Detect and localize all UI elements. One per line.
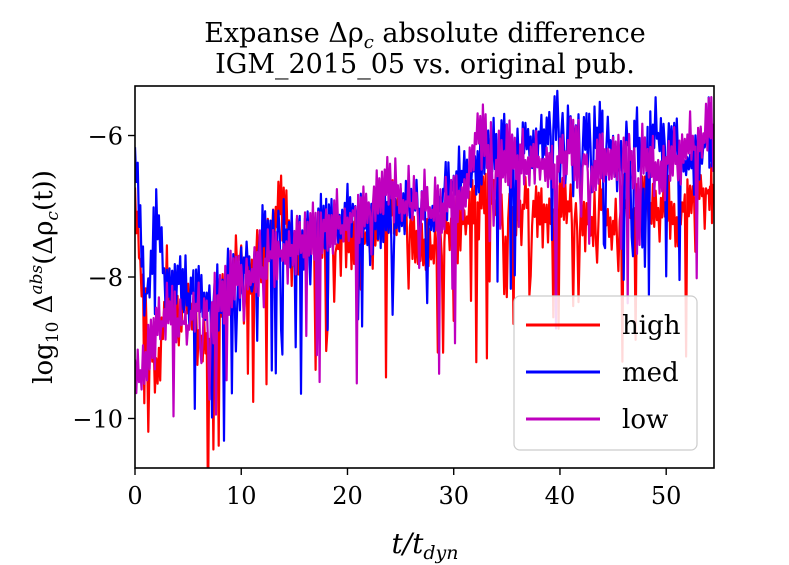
x-tick-label-1: 10 [226, 482, 257, 510]
ticks-layer: 0 10 20 30 40 50 −10 −8 −6 [72, 123, 681, 510]
legend-box [513, 295, 698, 451]
legend-label-med: med [622, 358, 679, 388]
x-axis-label: t/tdyn [391, 527, 458, 564]
y-tick-label-1: −8 [88, 264, 123, 292]
chart-title-line2: IGM_2015_05 vs. original pub. [215, 49, 635, 80]
legend-label-high: high [622, 311, 681, 341]
y-tick-label-0: −10 [72, 405, 123, 433]
y-axis-label: log10 Δabs(Δρc(t)) [27, 170, 63, 384]
x-tick-label-5: 50 [651, 482, 682, 510]
chart-title-line1: Expanse Δρc absolute difference [204, 18, 646, 53]
series-line-low [135, 96, 714, 418]
legend-label-low: low [622, 405, 668, 435]
y-tick-label-2: −6 [88, 123, 123, 151]
x-tick-label-0: 0 [127, 482, 142, 510]
x-tick-label-3: 30 [438, 482, 469, 510]
legend: high med low [513, 295, 698, 451]
x-tick-label-4: 40 [545, 482, 576, 510]
x-tick-label-2: 20 [332, 482, 363, 510]
